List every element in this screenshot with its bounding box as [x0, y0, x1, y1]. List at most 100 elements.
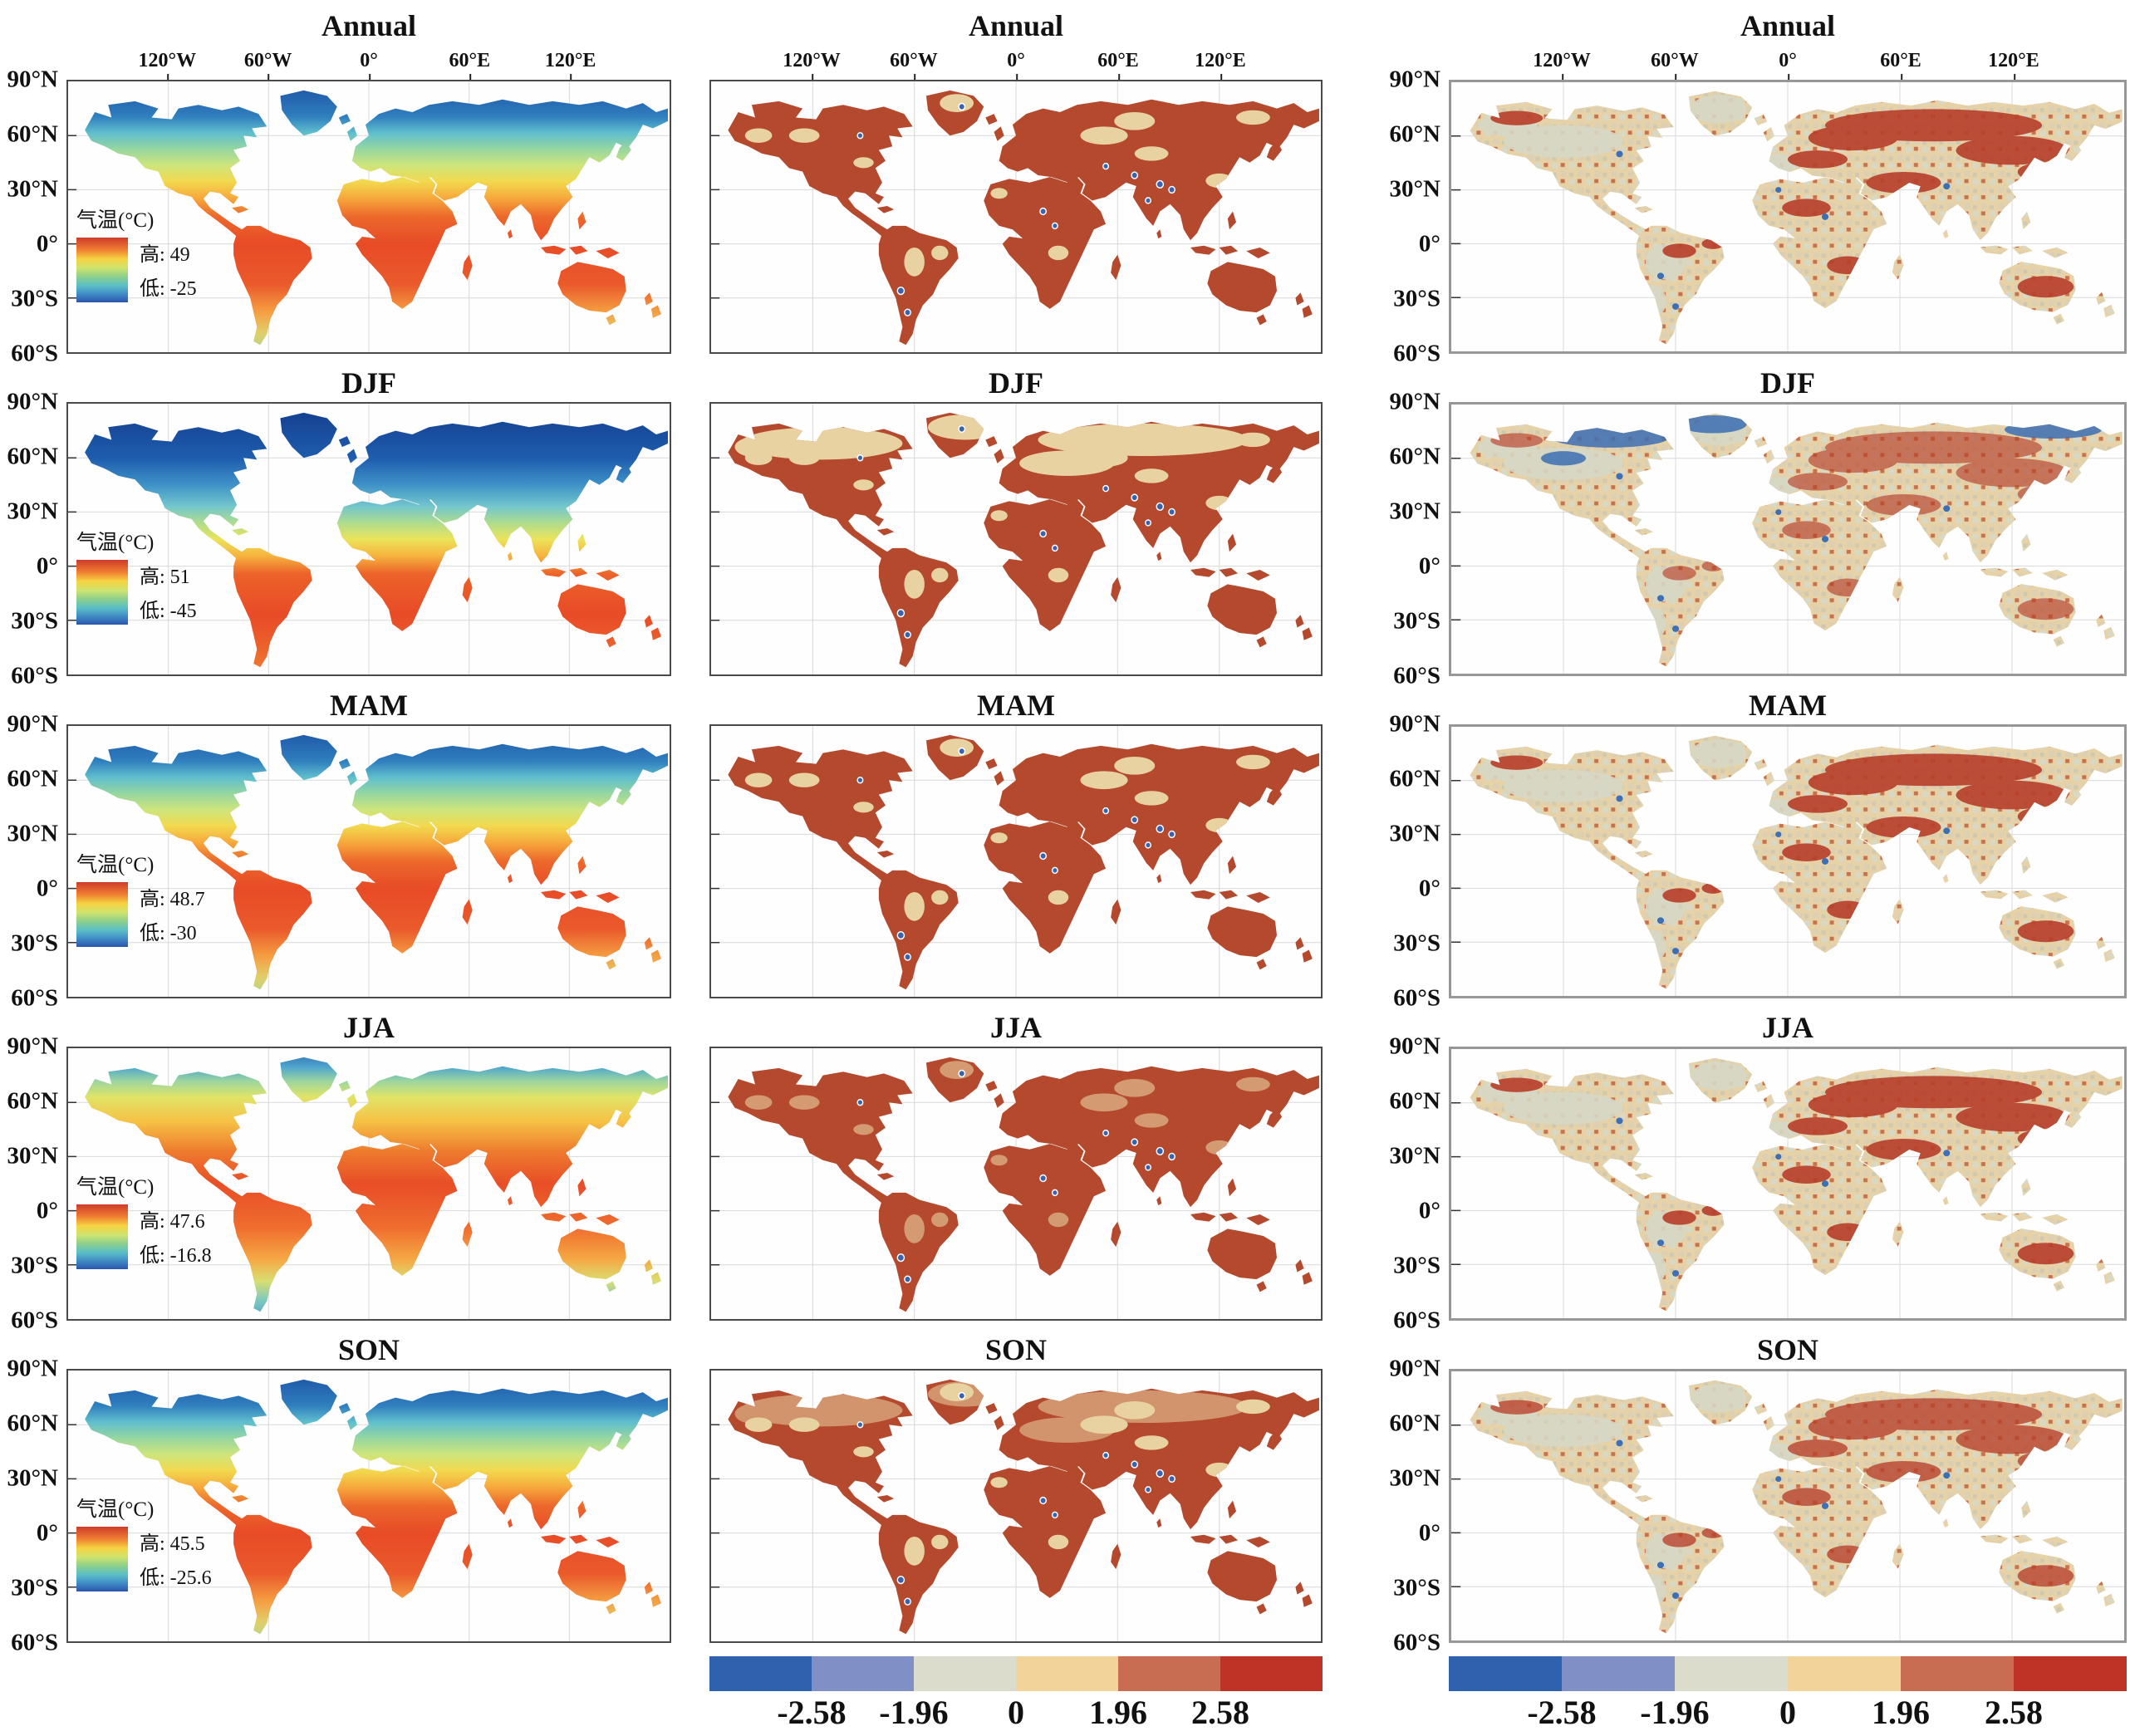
panel-title: Annual — [321, 9, 417, 42]
lat-tick-label: 90°N — [7, 388, 58, 415]
latitude-axis: 90°N 60°N 30°N 0° 30°S 60°S — [1361, 1033, 1449, 1334]
lat-tick-label: 90°N — [1389, 66, 1440, 93]
panel-z-annual: Annual 120°W 60°W 0° 60°E 120°E — [709, 7, 1323, 354]
zscore-colorbar: -2.58 -1.96 0 1.96 2.58 — [1449, 1656, 2127, 1736]
legend-gradient — [76, 1204, 128, 1269]
lat-tick-label: 30°S — [1393, 929, 1440, 957]
lon-tick-label: 60°E — [1880, 50, 1921, 81]
lat-tick-label: 60°N — [1389, 1410, 1440, 1437]
longitude-axis: 120°W 60°W 0° 60°E 120°E — [709, 45, 1323, 81]
colorbar-tick-label: 2.58 — [1984, 1694, 2043, 1731]
column-zscore-gridded: Annual 120°W 60°W 0° 60°E 120°E 90°N 60°… — [1361, 7, 2127, 1736]
legend-title: 气温(°C) — [76, 1175, 155, 1199]
lat-tick-label: 60°N — [7, 120, 58, 148]
lon-tick-label: 120°W — [783, 50, 841, 81]
lon-tick-label: 60°W — [243, 50, 292, 81]
panel-title: JJA — [343, 1011, 395, 1044]
world-map-zscore — [711, 1371, 1321, 1641]
lat-tick-label: 60°N — [1389, 443, 1440, 470]
map-frame — [709, 724, 1323, 998]
panel-title: Annual — [1740, 9, 1836, 42]
column-temperature-climatology: Annual 120°W 60°W 0° 60°E 120°E 90°N 60°… — [0, 7, 671, 1736]
panel-title: MAM — [330, 689, 408, 722]
lat-tick-label: 60°N — [7, 765, 58, 792]
legend-high-value: 48.7 — [169, 888, 205, 910]
lon-tick-label: 60°E — [1097, 50, 1139, 81]
lat-tick-label: 60°S — [1393, 1629, 1440, 1656]
longitude-axis: 120°W 60°W 0° 60°E 120°E — [1449, 45, 2127, 81]
panel-title: Annual — [968, 9, 1064, 42]
panel-zg-mam: MAM 90°N 60°N 30°N 0° 30°S 60°S — [1361, 686, 2127, 1012]
temperature-legend: 气温(°C) 高: 49 低: -25 — [76, 204, 251, 302]
panel-zg-annual: Annual 120°W 60°W 0° 60°E 120°E 90°N 60°… — [1361, 7, 2127, 367]
lat-tick-label: 0° — [36, 552, 58, 580]
world-map-zscore — [711, 404, 1321, 674]
panel-title: DJF — [989, 366, 1043, 400]
legend-low-value: -25 — [169, 277, 197, 300]
lat-tick-label: 60°S — [1393, 1307, 1440, 1334]
colorbar-segment — [709, 1656, 812, 1691]
lat-tick-label: 90°N — [7, 66, 58, 93]
panel-z-jja: JJA — [709, 1008, 1323, 1321]
map-frame — [709, 1369, 1323, 1643]
lon-tick-label: 0° — [360, 50, 378, 81]
latitude-axis: 90°N 60°N 30°N 0° 30°S 60°S — [1361, 1356, 1449, 1656]
legend-title: 气温(°C) — [76, 1498, 155, 1521]
latitude-axis: 90°N 60°N 30°N 0° 30°S 60°S — [1361, 711, 1449, 1012]
colorbar-segments — [1449, 1656, 2127, 1691]
legend-gradient — [76, 1526, 128, 1591]
lat-tick-label: 30°N — [1389, 820, 1440, 847]
colorbar-tick-label: -1.96 — [1640, 1694, 1710, 1731]
colorbar-tick-label: 1.96 — [1089, 1694, 1148, 1731]
longitude-axis: 120°W 60°W 0° 60°E 120°E — [66, 45, 671, 81]
legend-low-label: 低: — [140, 922, 165, 944]
colorbar-labels: -2.58 -1.96 0 1.96 2.58 — [709, 1691, 1323, 1736]
lat-tick-label: 30°S — [11, 1252, 58, 1279]
latitude-axis: 90°N 60°N 30°N 0° 30°S 60°S — [0, 66, 66, 367]
colorbar-tick-label: 1.96 — [1872, 1694, 1931, 1731]
lat-tick-label: 30°N — [7, 175, 58, 203]
legend-high-label: 高: — [140, 1532, 165, 1555]
legend-title: 气温(°C) — [76, 531, 155, 554]
lat-tick-label: 90°N — [7, 710, 58, 738]
colorbar-tick-label: 2.58 — [1190, 1694, 1249, 1731]
colorbar-segment — [1562, 1656, 1675, 1691]
lat-tick-label: 30°N — [7, 1464, 58, 1492]
lon-tick-label: 120°E — [1988, 50, 2039, 81]
lat-tick-label: 30°S — [1393, 1252, 1440, 1279]
colorbar-tick-label: -1.96 — [879, 1694, 949, 1731]
map-frame — [1449, 402, 2127, 676]
lat-tick-label: 90°N — [1389, 388, 1440, 415]
legend-low-label: 低: — [140, 1567, 165, 1589]
legend-low-label: 低: — [140, 277, 165, 300]
colorbar-tick-label: -2.58 — [777, 1694, 847, 1731]
colorbar-tick-label: -2.58 — [1527, 1694, 1597, 1731]
lat-tick-label: 60°S — [11, 662, 58, 689]
lat-tick-label: 90°N — [7, 1355, 58, 1382]
panel-title: SON — [984, 1333, 1048, 1366]
lat-tick-label: 60°S — [1393, 662, 1440, 689]
panel-z-son: SON — [709, 1331, 1323, 1643]
lat-tick-label: 30°N — [1389, 175, 1440, 203]
map-frame — [1449, 80, 2127, 354]
lat-tick-label: 30°N — [7, 498, 58, 525]
lat-tick-label: 30°S — [11, 285, 58, 312]
lat-tick-label: 60°S — [11, 1629, 58, 1656]
lat-tick-label: 60°S — [11, 1307, 58, 1334]
panel-title: DJF — [341, 366, 396, 400]
lon-tick-label: 120°E — [1195, 50, 1246, 81]
map-frame: 气温(°C) 高: 45.5 低: -25.6 — [66, 1369, 671, 1643]
legend-low-value: -25.6 — [169, 1567, 212, 1589]
panel-zg-jja: JJA 90°N 60°N 30°N 0° 30°S 60°S — [1361, 1008, 2127, 1334]
lon-tick-label: 60°W — [890, 50, 938, 81]
legend-title: 气温(°C) — [76, 853, 155, 876]
temperature-legend: 气温(°C) 高: 47.6 低: -16.8 — [76, 1170, 251, 1269]
lat-tick-label: 0° — [36, 230, 58, 257]
colorbar-tick-label: 0 — [1779, 1694, 1796, 1731]
lat-tick-label: 30°S — [11, 1574, 58, 1601]
panel-zg-son: SON 90°N 60°N 30°N 0° 30°S 60°S — [1361, 1331, 2127, 1656]
map-frame: 气温(°C) 高: 47.6 低: -16.8 — [66, 1047, 671, 1321]
lat-tick-label: 0° — [1418, 230, 1440, 257]
legend-high-label: 高: — [140, 243, 165, 266]
legend-low-value: -45 — [169, 600, 197, 622]
